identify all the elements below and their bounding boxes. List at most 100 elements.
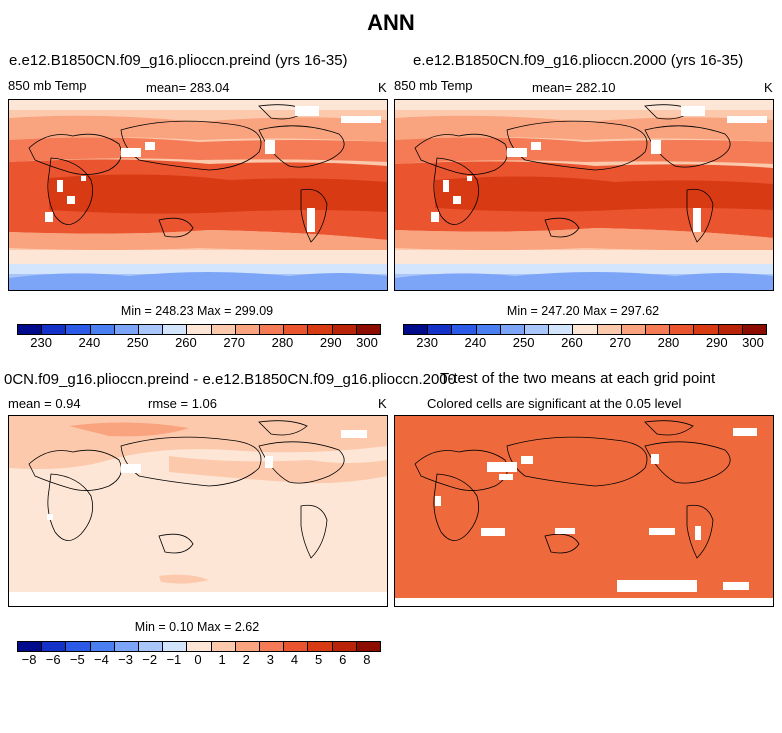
colorbar-swatch	[114, 642, 140, 651]
colorbar-tick-label: 260	[175, 335, 197, 350]
colorbar-tick-label: 240	[464, 335, 487, 350]
colorbar-tick-label: 260	[561, 335, 583, 350]
panel2-units: K	[764, 80, 773, 95]
panel2-variable-label: 850 mb Temp	[394, 78, 473, 93]
panel2-mean: mean= 282.10	[532, 80, 616, 95]
panel2-case-title: e.e12.B1850CN.f09_g16.plioccn.2000 (yrs …	[413, 52, 744, 69]
colorbar-swatch	[452, 325, 477, 334]
panel2-colorbar	[403, 324, 767, 335]
colorbar-tick-label: 280	[271, 335, 294, 350]
panel1-mean: mean= 283.04	[146, 80, 230, 95]
colorbar-tick-label: 290	[705, 335, 728, 350]
colorbar-swatch	[187, 325, 212, 334]
colorbar-swatch	[187, 642, 212, 651]
colorbar-swatch	[356, 325, 381, 334]
colorbar-swatch	[308, 325, 333, 334]
colorbar-tick-label: 270	[609, 335, 632, 350]
colorbar-swatch	[428, 325, 453, 334]
colorbar-tick-label: −8	[21, 652, 37, 667]
colorbar-tick-label: 8	[363, 652, 371, 667]
colorbar-tick-label: 4	[290, 652, 299, 667]
colorbar-swatch	[235, 325, 261, 334]
panel1-units: K	[378, 80, 387, 95]
panel3-rmse: rmse = 1.06	[148, 396, 218, 411]
colorbar-tick-label: 6	[339, 652, 347, 667]
panel2-colorbar-ticks: 230 240 250 260 270 280 290 300	[403, 335, 765, 351]
colorbar-swatch	[404, 325, 429, 334]
panel1-map	[8, 99, 388, 291]
panel3-colorbar	[17, 641, 381, 652]
colorbar-tick-label: 250	[126, 335, 149, 350]
panel2-min-max: Min = 247.20 Max = 297.62	[506, 304, 660, 318]
colorbar-swatch	[260, 642, 285, 651]
colorbar-swatch	[211, 325, 236, 334]
panel3-mean: mean = 0.94	[8, 396, 81, 411]
colorbar-swatch	[139, 325, 164, 334]
colorbar-swatch	[332, 642, 357, 651]
colorbar-swatch	[66, 325, 91, 334]
colorbar-tick-label: 300	[356, 335, 378, 350]
colorbar-tick-label: −5	[69, 652, 85, 667]
colorbar-swatch	[670, 325, 695, 334]
colorbar-swatch	[308, 642, 333, 651]
colorbar-swatch	[621, 325, 647, 334]
colorbar-swatch	[597, 325, 622, 334]
colorbar-swatch	[646, 325, 671, 334]
colorbar-tick-label: 240	[78, 335, 101, 350]
colorbar-swatch	[235, 642, 261, 651]
panel4-title: T-test of the two means at each grid poi…	[440, 370, 716, 387]
panel4-map	[394, 415, 774, 607]
colorbar-swatch	[42, 325, 67, 334]
colorbar-tick-label: −6	[45, 652, 61, 667]
panel1-min-max: Min = 248.23 Max = 299.09	[120, 304, 274, 318]
colorbar-swatch	[549, 325, 574, 334]
colorbar-tick-label: 280	[657, 335, 680, 350]
colorbar-tick-label: 1	[218, 652, 226, 667]
colorbar-swatch	[284, 325, 309, 334]
colorbar-swatch	[163, 642, 188, 651]
colorbar-swatch	[114, 325, 140, 334]
colorbar-tick-label: 300	[742, 335, 764, 350]
colorbar-tick-label: 0	[194, 652, 202, 667]
panel3-colorbar-ticks: −8 −6 −5 −4 −3 −2 −1 0 1 2 3 4 5 6 8	[17, 652, 379, 668]
panel3-map	[8, 415, 388, 607]
main-title: ANN	[367, 10, 415, 35]
colorbar-tick-label: 270	[223, 335, 246, 350]
colorbar-swatch	[573, 325, 598, 334]
panel2-map	[394, 99, 774, 291]
colorbar-tick-label: 2	[242, 652, 250, 667]
panel4-subtitle: Colored cells are significant at the 0.0…	[427, 396, 682, 411]
colorbar-swatch	[742, 325, 767, 334]
colorbar-swatch	[332, 325, 357, 334]
colorbar-tick-label: −2	[142, 652, 158, 667]
colorbar-tick-label: 230	[416, 335, 438, 350]
colorbar-swatch	[260, 325, 285, 334]
panel1-colorbar	[17, 324, 381, 335]
panel3-min-max: Min = 0.10 Max = 2.62	[134, 620, 260, 634]
panel3-case-title: 0CN.f09_g16.plioccn.preind - e.e12.B1850…	[4, 371, 456, 388]
colorbar-swatch	[476, 325, 501, 334]
colorbar-swatch	[211, 642, 236, 651]
colorbar-tick-label: −4	[94, 652, 109, 667]
colorbar-swatch	[163, 325, 188, 334]
colorbar-tick-label: 250	[512, 335, 535, 350]
colorbar-tick-label: 3	[266, 652, 275, 667]
panel3-units: K	[378, 396, 387, 411]
colorbar-swatch	[90, 642, 115, 651]
colorbar-tick-label: 5	[315, 652, 323, 667]
colorbar-swatch	[284, 642, 309, 651]
panel1-colorbar-ticks: 230 240 250 260 270 280 290 300	[17, 335, 379, 351]
colorbar-tick-label: 290	[319, 335, 342, 350]
colorbar-swatch	[356, 642, 381, 651]
colorbar-tick-label: −1	[166, 652, 182, 667]
colorbar-swatch	[42, 642, 67, 651]
colorbar-swatch	[18, 325, 43, 334]
panel1-case-title: e.e12.B1850CN.f09_g16.plioccn.preind (yr…	[9, 52, 348, 69]
colorbar-swatch	[694, 325, 719, 334]
colorbar-swatch	[718, 325, 743, 334]
colorbar-swatch	[500, 325, 526, 334]
colorbar-swatch	[90, 325, 115, 334]
colorbar-tick-label: 230	[30, 335, 52, 350]
colorbar-swatch	[66, 642, 91, 651]
colorbar-swatch	[525, 325, 550, 334]
